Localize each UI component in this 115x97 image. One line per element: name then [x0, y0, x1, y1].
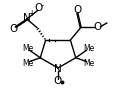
Text: Me: Me [82, 44, 93, 53]
Text: N: N [54, 64, 61, 74]
Text: +: + [28, 9, 34, 18]
Text: Me: Me [22, 44, 33, 53]
Text: N: N [23, 13, 31, 23]
Text: Me: Me [82, 59, 93, 68]
Text: O: O [10, 24, 18, 34]
Text: O: O [93, 22, 101, 32]
Text: Me: Me [22, 59, 33, 68]
Text: O: O [34, 3, 42, 13]
Text: O: O [73, 5, 81, 15]
Text: O: O [53, 76, 62, 86]
Text: -: - [41, 1, 44, 10]
